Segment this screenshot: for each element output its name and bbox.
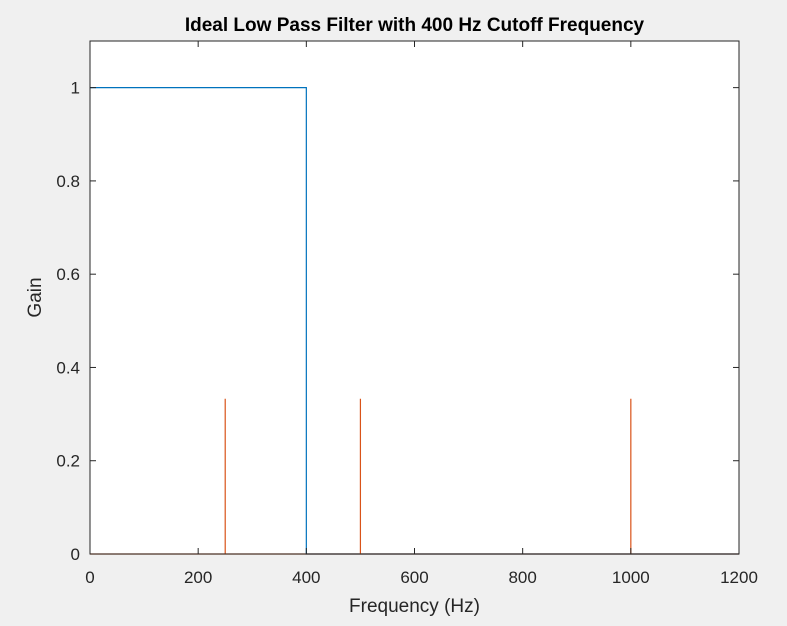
x-tick-label: 0 bbox=[85, 568, 94, 587]
x-tick-label: 200 bbox=[184, 568, 212, 587]
x-axis-label: Frequency (Hz) bbox=[349, 596, 480, 617]
x-tick-label: 1000 bbox=[612, 568, 650, 587]
y-tick-label: 0.4 bbox=[56, 358, 80, 377]
chart-title: Ideal Low Pass Filter with 400 Hz Cutoff… bbox=[185, 15, 645, 36]
x-tick-label: 400 bbox=[292, 568, 320, 587]
plot-area bbox=[90, 41, 739, 554]
y-tick-label: 0.6 bbox=[56, 265, 80, 284]
x-tick-label: 600 bbox=[400, 568, 428, 587]
y-tick-label: 0.8 bbox=[56, 172, 80, 191]
y-tick-label: 0.2 bbox=[56, 452, 80, 471]
x-tick-label: 1200 bbox=[720, 568, 758, 587]
tick-layer: 0 200 400 600 800 1000 1200 0 0.2 0.4 0.6 0.8 1 bbox=[56, 41, 758, 587]
y-tick-label: 0 bbox=[71, 545, 80, 564]
x-tick-label: 800 bbox=[508, 568, 536, 587]
y-tick-label: 1 bbox=[71, 79, 80, 98]
series-line-2 bbox=[90, 398, 739, 555]
y-axis-label: Gain bbox=[25, 277, 46, 317]
